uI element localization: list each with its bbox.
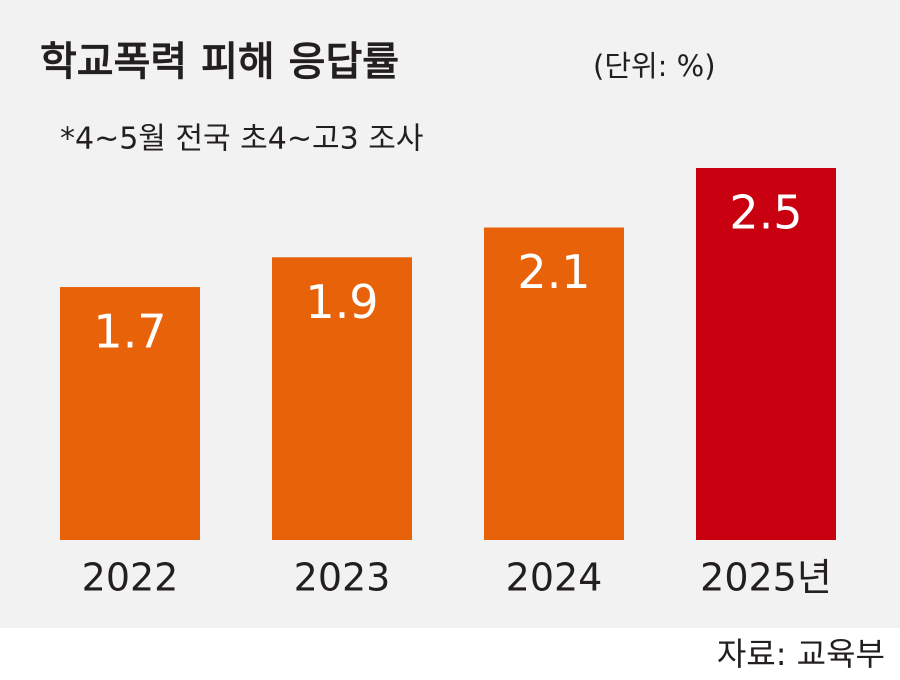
source: 자료: 교육부 [717,635,885,673]
bar [60,287,200,540]
value-label: 2.1 [517,245,590,299]
x-tick-label: 2025년 [700,556,832,600]
bar [272,257,412,540]
value-label: 2.5 [729,186,802,240]
note: *4~5월 전국 초4~고3 조사 [60,122,423,157]
x-tick-label: 2022 [82,556,179,600]
chart-title: 학교폭력 피해 응답률 [40,39,399,85]
bar [696,168,836,540]
value-label: 1.7 [93,305,166,359]
unit-label: (단위: %) [593,49,716,83]
x-tick-label: 2023 [294,556,391,600]
bar [484,227,624,540]
value-label: 1.9 [305,275,378,329]
x-tick-label: 2024 [506,556,603,600]
